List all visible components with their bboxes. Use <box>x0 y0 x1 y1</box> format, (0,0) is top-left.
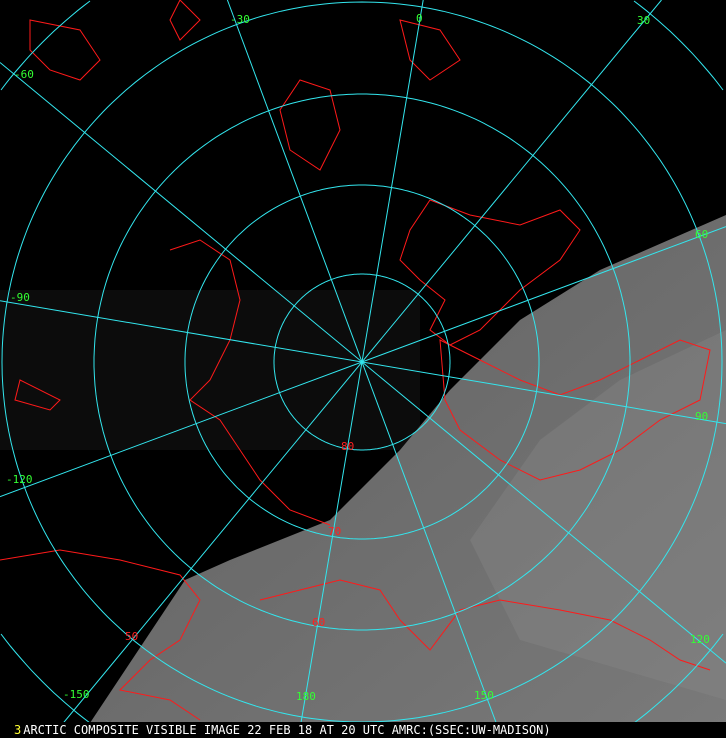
image-caption-bar: 3 ARCTIC COMPOSITE VISIBLE IMAGE 22 FEB 1… <box>0 722 726 738</box>
daylight-imagery-region <box>80 215 726 738</box>
latitude-circle <box>93 93 631 631</box>
lon-label-90: 90 <box>695 410 709 423</box>
longitude-meridian <box>0 226 726 498</box>
lat-label-80: 80 <box>341 440 355 453</box>
lon-label-0: 0 <box>416 12 423 25</box>
bright-cloud-region <box>470 330 726 700</box>
lon-label-30: 30 <box>637 14 651 27</box>
coastlines <box>0 0 711 721</box>
longitude-meridian <box>297 0 424 738</box>
lon-label-minus60: -60 <box>14 68 34 81</box>
lon-label-60: 60 <box>695 228 709 241</box>
longitude-meridian <box>0 62 726 664</box>
dark-imagery-strip <box>0 290 420 450</box>
lat-label-60: 60 <box>312 616 326 629</box>
lon-label-150: 150 <box>474 689 494 702</box>
lon-label-120: 120 <box>690 633 710 646</box>
lon-label-minus90: -90 <box>10 291 30 304</box>
lon-label-minus150: -150 <box>63 688 90 701</box>
caption-text: ARCTIC COMPOSITE VISIBLE IMAGE 22 FEB 18… <box>23 723 551 737</box>
lat-label-50: 50 <box>125 630 139 643</box>
lon-label-minus30: -30 <box>230 13 250 26</box>
latitude-circle <box>1 1 723 723</box>
lon-label-minus120: -120 <box>6 473 33 486</box>
lat-label-70: 70 <box>328 525 342 538</box>
latitude-circle <box>273 273 451 451</box>
lon-label-180: 180 <box>296 690 316 703</box>
frame-number: 3 <box>14 723 22 737</box>
latitude-circle <box>184 184 540 540</box>
longitude-meridian <box>226 0 503 738</box>
longitude-meridian <box>50 0 662 738</box>
